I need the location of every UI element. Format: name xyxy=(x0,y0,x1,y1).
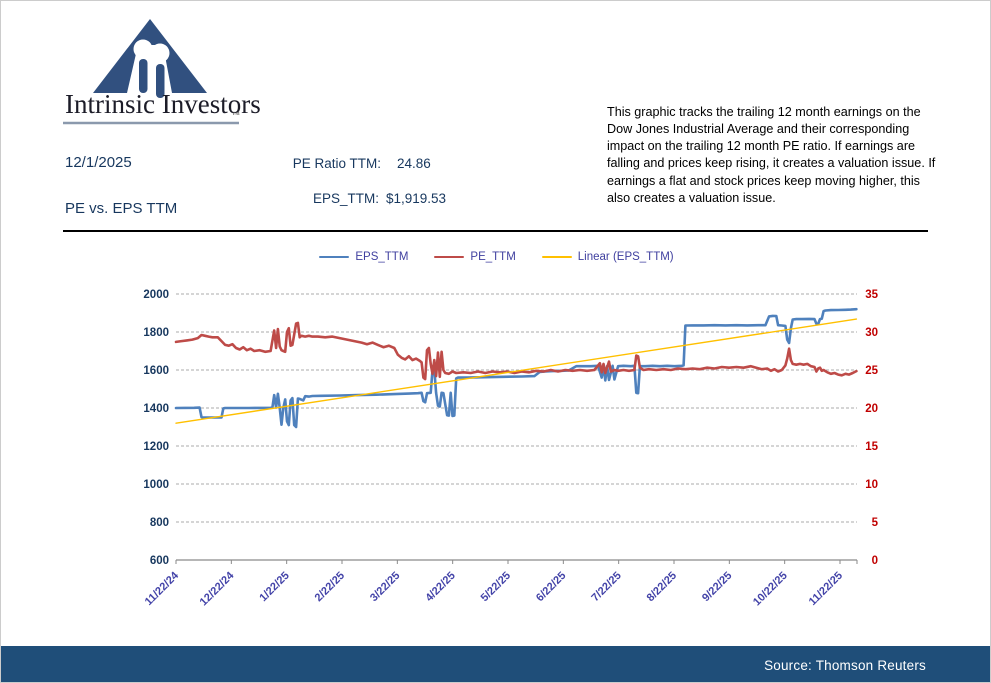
svg-text:20: 20 xyxy=(865,403,878,415)
svg-text:15: 15 xyxy=(865,441,878,453)
x-axis: 11/22/24 12/22/24 1/22/25 2/22/25 3/22/25 4/2… xyxy=(143,559,858,609)
svg-text:2000: 2000 xyxy=(143,289,169,301)
chart-description: This graphic tracks the trailing 12 mont… xyxy=(607,105,936,205)
svg-text:800: 800 xyxy=(150,517,169,529)
logo-body-left xyxy=(139,59,148,93)
legend-label: PE_TTM xyxy=(470,251,516,263)
legend-item: PE_TTM xyxy=(434,251,516,263)
logo-tm: ™ xyxy=(232,110,240,119)
header-divider xyxy=(63,230,928,232)
company-logo: Intrinsic Investors ™ xyxy=(59,11,319,141)
svg-text:10/22/25: 10/22/25 xyxy=(751,570,790,609)
svg-text:1200: 1200 xyxy=(143,441,169,453)
svg-text:1400: 1400 xyxy=(143,403,169,415)
gridlines xyxy=(176,293,857,523)
legend-swatch-icon xyxy=(541,256,572,258)
svg-text:1600: 1600 xyxy=(143,365,169,377)
eps-ttm-label: EPS_TTM: xyxy=(312,191,379,206)
series-linear-eps-ttm- xyxy=(175,318,858,424)
svg-text:4/22/25: 4/22/25 xyxy=(423,570,457,604)
svg-text:5/22/25: 5/22/25 xyxy=(479,570,513,604)
legend-swatch-icon xyxy=(434,255,465,259)
svg-text:2/22/25: 2/22/25 xyxy=(313,570,347,604)
legend-swatch-icon xyxy=(319,255,350,259)
svg-text:30: 30 xyxy=(865,327,878,339)
page-title: PE vs. EPS TTM xyxy=(65,200,178,217)
pe-ratio-label: PE Ratio TTM: xyxy=(292,156,381,171)
svg-text:0: 0 xyxy=(872,555,878,567)
logo-body-right xyxy=(156,64,165,98)
svg-text:8/22/25: 8/22/25 xyxy=(645,570,679,604)
y-left-labels: 2000 1800 1600 1400 1200 1000 800 600 xyxy=(143,289,169,567)
svg-text:6/22/25: 6/22/25 xyxy=(534,570,568,604)
y-right-labels: 35 30 25 20 15 10 5 0 xyxy=(865,289,878,567)
legend-item: Linear (EPS_TTM) xyxy=(541,251,674,263)
svg-text:9/22/25: 9/22/25 xyxy=(700,570,734,604)
svg-text:600: 600 xyxy=(150,555,169,567)
legend-label: EPS_TTM xyxy=(355,251,409,263)
svg-text:3/22/25: 3/22/25 xyxy=(368,570,402,604)
svg-text:25: 25 xyxy=(865,365,878,377)
svg-text:5: 5 xyxy=(872,517,879,529)
chart-legend: EPS_TTM PE_TTM Linear (EPS_TTM) xyxy=(1,251,990,263)
svg-text:7/22/25: 7/22/25 xyxy=(589,570,623,604)
footer-bar: Source: Thomson Reuters xyxy=(1,646,990,682)
svg-text:10: 10 xyxy=(865,479,878,491)
series-pe-ttm xyxy=(174,321,858,381)
legend-label: Linear (EPS_TTM) xyxy=(577,251,674,263)
svg-text:35: 35 xyxy=(865,289,878,301)
legend-item: EPS_TTM xyxy=(319,251,408,263)
report-date: 12/1/2025 xyxy=(65,154,132,171)
svg-text:12/22/24: 12/22/24 xyxy=(198,569,237,608)
svg-text:1000: 1000 xyxy=(143,479,169,491)
logo-graphic: Intrinsic Investors ™ xyxy=(63,19,261,125)
eps-ttm-value: $1,919.53 xyxy=(386,191,447,206)
svg-text:1/22/25: 1/22/25 xyxy=(257,570,291,604)
svg-text:11/22/25: 11/22/25 xyxy=(807,570,845,608)
svg-text:1800: 1800 xyxy=(143,327,169,339)
logo-brand-text: Intrinsic Investors xyxy=(65,89,261,119)
svg-text:11/22/24: 11/22/24 xyxy=(143,569,182,608)
logo-head-right xyxy=(150,43,170,63)
pe-ratio-value: 24.86 xyxy=(397,156,431,171)
source-attribution: Source: Thomson Reuters xyxy=(764,657,926,673)
logo-head-left xyxy=(133,39,153,59)
